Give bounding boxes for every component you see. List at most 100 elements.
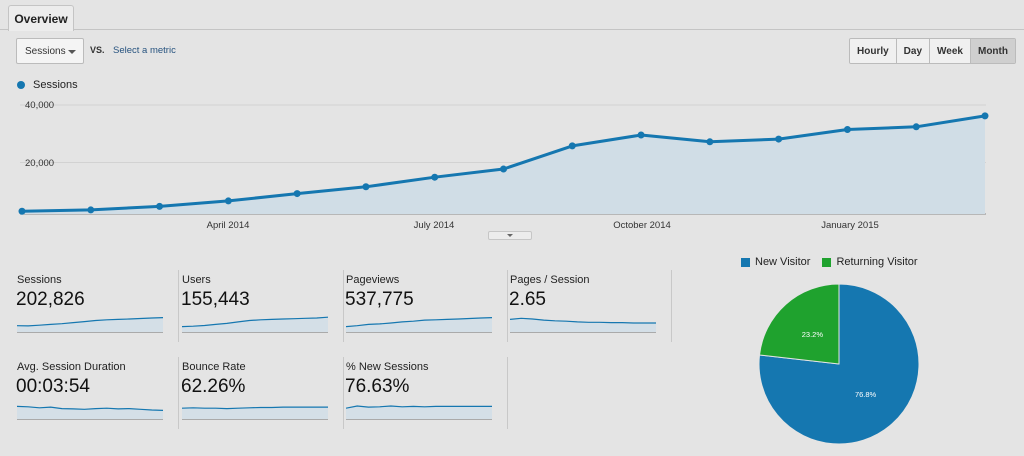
sparkline-line: [182, 406, 328, 410]
tile-divider: [671, 270, 672, 342]
series-point[interactable]: [156, 202, 164, 210]
y-tick-label: 20,000: [25, 158, 54, 169]
metric-tile-users[interactable]: Users 155,443: [180, 270, 344, 344]
metric-value: 2.65: [509, 289, 546, 310]
metric-sparkline: [346, 317, 492, 333]
tab-bar: Overview: [0, 0, 1024, 31]
metric-label: Pages / Session: [510, 274, 590, 286]
sparkline-area: [510, 318, 656, 332]
metric-tile-new-sessions[interactable]: % New Sessions 76.63%: [344, 357, 508, 431]
sparkline-area: [182, 407, 328, 419]
series-point[interactable]: [293, 190, 301, 198]
chevron-down-icon: [68, 50, 76, 54]
series-point[interactable]: [568, 142, 576, 150]
sparkline-area: [182, 317, 328, 332]
sparkline-area: [346, 406, 492, 419]
legend-label: Returning Visitor: [836, 256, 918, 268]
metric-label: Avg. Session Duration: [17, 361, 126, 373]
metric-select[interactable]: Sessions: [16, 38, 84, 64]
day-button[interactable]: Day: [896, 39, 931, 63]
chart-legend: Sessions: [17, 79, 78, 91]
sparkline-line: [346, 317, 492, 328]
tile-divider: [507, 357, 508, 429]
legend-swatch: [822, 257, 832, 267]
sparkline-line: [182, 316, 328, 328]
metric-label: Bounce Rate: [182, 361, 246, 373]
pie-slice-label: 23.2%: [802, 330, 824, 339]
sparkline-line: [17, 405, 163, 411]
tile-divider: [507, 270, 508, 342]
tile-divider: [178, 357, 179, 429]
sparkline-area: [17, 317, 163, 332]
metric-label: % New Sessions: [346, 361, 429, 373]
sparkline-area: [17, 406, 163, 419]
granularity-toggle: Hourly Day Week Month: [849, 38, 1016, 64]
series-point[interactable]: [843, 126, 851, 134]
pie-slice-label: 76.8%: [855, 390, 877, 399]
legend-item-new-visitor: New Visitor: [741, 256, 810, 268]
series-point[interactable]: [981, 112, 989, 120]
series-point[interactable]: [706, 138, 714, 146]
series-point[interactable]: [500, 165, 507, 173]
metric-value: 62.26%: [181, 376, 246, 397]
x-tick-label: July 2014: [414, 220, 455, 231]
metric-tile-avg-session-duration[interactable]: Avg. Session Duration 00:03:54: [15, 357, 179, 431]
expand-chart-handle[interactable]: [488, 231, 532, 240]
series-point[interactable]: [224, 197, 232, 205]
series-area: [22, 115, 985, 214]
visitor-pie-chart: 76.8% 23.2%: [758, 283, 920, 444]
sessions-chart: 40,000 20,000 April 2014 July 2014 Octob…: [18, 100, 989, 231]
week-button[interactable]: Week: [930, 39, 971, 63]
pie-legend: New Visitor Returning Visitor: [741, 256, 930, 268]
x-tick-label: January 2015: [821, 220, 879, 231]
metric-label: Pageviews: [346, 274, 400, 286]
metric-sparkline: [182, 316, 328, 333]
series-dot-icon: [17, 81, 25, 89]
metric-value: 00:03:54: [16, 376, 90, 397]
sparkline-line: [510, 317, 656, 324]
legend-item-returning-visitor: Returning Visitor: [822, 256, 918, 268]
metric-label: Users: [182, 274, 211, 286]
metric-sparkline: [17, 317, 163, 333]
series-point[interactable]: [912, 123, 920, 131]
series-point[interactable]: [775, 135, 783, 143]
metric-sparkline: [510, 317, 656, 333]
month-button[interactable]: Month: [970, 39, 1015, 63]
series-point[interactable]: [362, 183, 370, 191]
tile-divider: [343, 357, 344, 429]
hourly-button[interactable]: Hourly: [850, 39, 897, 63]
vs-label: VS.: [90, 45, 105, 55]
series-legend-label: Sessions: [33, 79, 78, 91]
series-point[interactable]: [87, 206, 95, 214]
tile-divider: [178, 270, 179, 342]
x-tick-label: April 2014: [207, 220, 250, 231]
legend-swatch: [741, 257, 750, 267]
metric-value: 537,775: [345, 289, 414, 310]
metric-value: 202,826: [16, 289, 85, 310]
tab-overview[interactable]: Overview: [8, 5, 74, 31]
metric-sparkline: [182, 406, 328, 420]
select-metric-link[interactable]: Select a metric: [113, 45, 176, 56]
metric-sparkline: [17, 405, 163, 420]
metric-value: 76.63%: [345, 376, 410, 397]
metric-tile-sessions[interactable]: Sessions 202,826: [15, 270, 179, 344]
metric-sparkline: [346, 405, 492, 420]
y-tick-label: 40,000: [25, 100, 54, 111]
legend-label: New Visitor: [755, 256, 811, 268]
metric-tile-pages-per-session[interactable]: Pages / Session 2.65: [508, 270, 672, 344]
series-points: [18, 112, 989, 215]
pie-slice-returning-visitor[interactable]: [758, 283, 840, 365]
metric-select-value: Sessions: [25, 45, 66, 57]
tile-divider: [343, 270, 344, 342]
series-point[interactable]: [18, 207, 26, 215]
sparkline-line: [346, 405, 492, 409]
metric-tile-pageviews[interactable]: Pageviews 537,775: [344, 270, 508, 344]
metric-tile-bounce-rate[interactable]: Bounce Rate 62.26%: [180, 357, 344, 431]
sparkline-area: [346, 317, 492, 332]
metric-label: Sessions: [17, 274, 62, 286]
series-point[interactable]: [431, 173, 439, 181]
x-tick-label: October 2014: [613, 220, 671, 231]
sparkline-line: [17, 317, 163, 327]
metric-value: 155,443: [181, 289, 250, 310]
series-point[interactable]: [637, 131, 645, 139]
